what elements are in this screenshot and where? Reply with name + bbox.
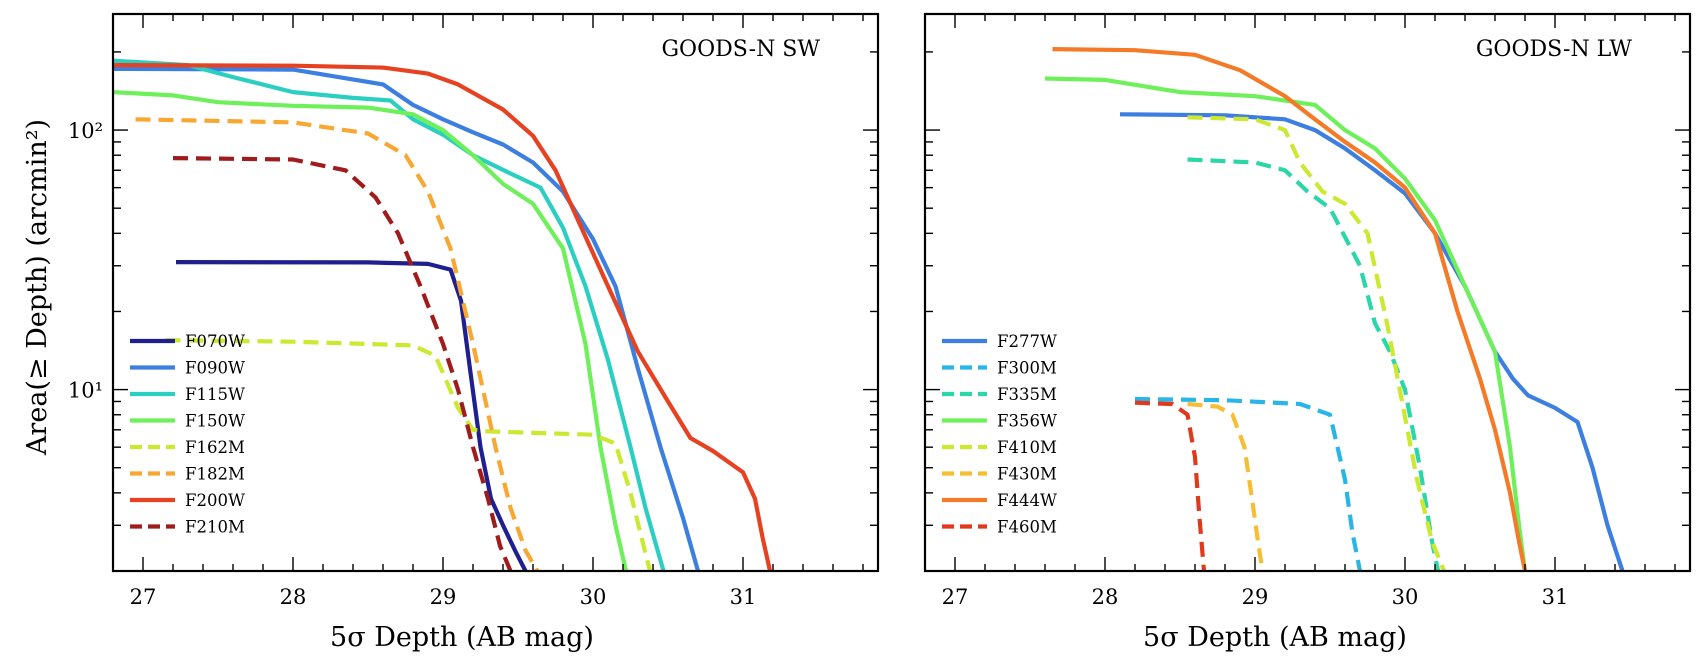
x-tick-label: 30 [580, 585, 607, 609]
series-line-f150w [113, 90, 629, 571]
legend-label-f300m: F300M [997, 359, 1057, 378]
legend-sw: F070W F090W F115W F150W F162M F182M F200W F210M [130, 332, 245, 537]
legend-lw: F277W F300M F335M F356W F410M F430M F444W F460M [942, 332, 1057, 537]
legend-label-f200w: F200W [185, 491, 245, 510]
x-tick-label: 27 [942, 585, 969, 609]
ticks-sw [113, 14, 878, 572]
x-axis-label-lw: 5σ Depth (AB mag) [1143, 622, 1407, 653]
legend-label-f410m: F410M [997, 438, 1057, 457]
series-line-f277w [1119, 112, 1625, 571]
series-line-f430m [1187, 401, 1265, 571]
series-line-f090w [113, 66, 701, 571]
legend-label-f444w: F444W [997, 491, 1057, 510]
legend-label-f115w: F115W [185, 385, 245, 404]
series-line-f335m [1187, 157, 1441, 571]
series-line-f162m [165, 338, 653, 571]
legend-label-f356w: F356W [997, 412, 1057, 431]
legend-label-f182m: F182M [185, 465, 245, 484]
series-line-f356w [1044, 76, 1528, 571]
legend-label-f070w: F070W [185, 332, 245, 351]
y-tick-label: 10¹ [68, 379, 103, 403]
legend-label-f090w: F090W [185, 359, 245, 378]
series-line-f410m [1187, 115, 1446, 571]
y-tick-label: 10² [68, 119, 103, 143]
x-tick-label: 28 [280, 585, 307, 609]
legend-label-f460m: F460M [997, 518, 1057, 537]
series-line-f460m [1134, 400, 1207, 571]
series-line-f444w [1052, 47, 1528, 571]
ticks-lw [925, 14, 1690, 572]
series-group [113, 58, 773, 571]
plot-frame [111, 12, 880, 573]
x-tick-label: 31 [730, 585, 757, 609]
series-line-f210m [172, 156, 513, 571]
legend-label-f210m: F210M [185, 518, 245, 537]
x-tick-label: 27 [130, 585, 157, 609]
panel-lw: GOODS-N LW 5σ Depth (AB mag) 27 28 29 30 31 F… [923, 12, 1692, 653]
plot-frame [923, 12, 1692, 573]
series-line-f300m [1134, 396, 1363, 571]
x-tick-label: 30 [1392, 585, 1419, 609]
x-axis-label-sw: 5σ Depth (AB mag) [330, 622, 594, 653]
panel-sw: GOODS-N SW Area(≥ Depth) (arcmin²) 5σ De… [22, 12, 880, 653]
panel-title-sw: GOODS-N SW [661, 37, 820, 62]
panel-title-lw: GOODS-N LW [1476, 37, 1633, 62]
series-line-f070w [175, 260, 528, 571]
legend-label-f162m: F162M [185, 438, 245, 457]
x-tick-label: 29 [430, 585, 457, 609]
series-line-f182m [135, 117, 540, 571]
legend-label-f150w: F150W [185, 412, 245, 431]
legend-label-f335m: F335M [997, 385, 1057, 404]
legend-label-f430m: F430M [997, 465, 1057, 484]
x-tick-label: 28 [1092, 585, 1119, 609]
legend-label-f277w: F277W [997, 332, 1057, 351]
x-tick-label: 29 [1242, 585, 1269, 609]
series-line-f200w [113, 63, 773, 571]
series-group [1044, 47, 1625, 571]
x-tick-label: 31 [1542, 585, 1569, 609]
y-axis-label: Area(≥ Depth) (arcmin²) [22, 119, 53, 456]
